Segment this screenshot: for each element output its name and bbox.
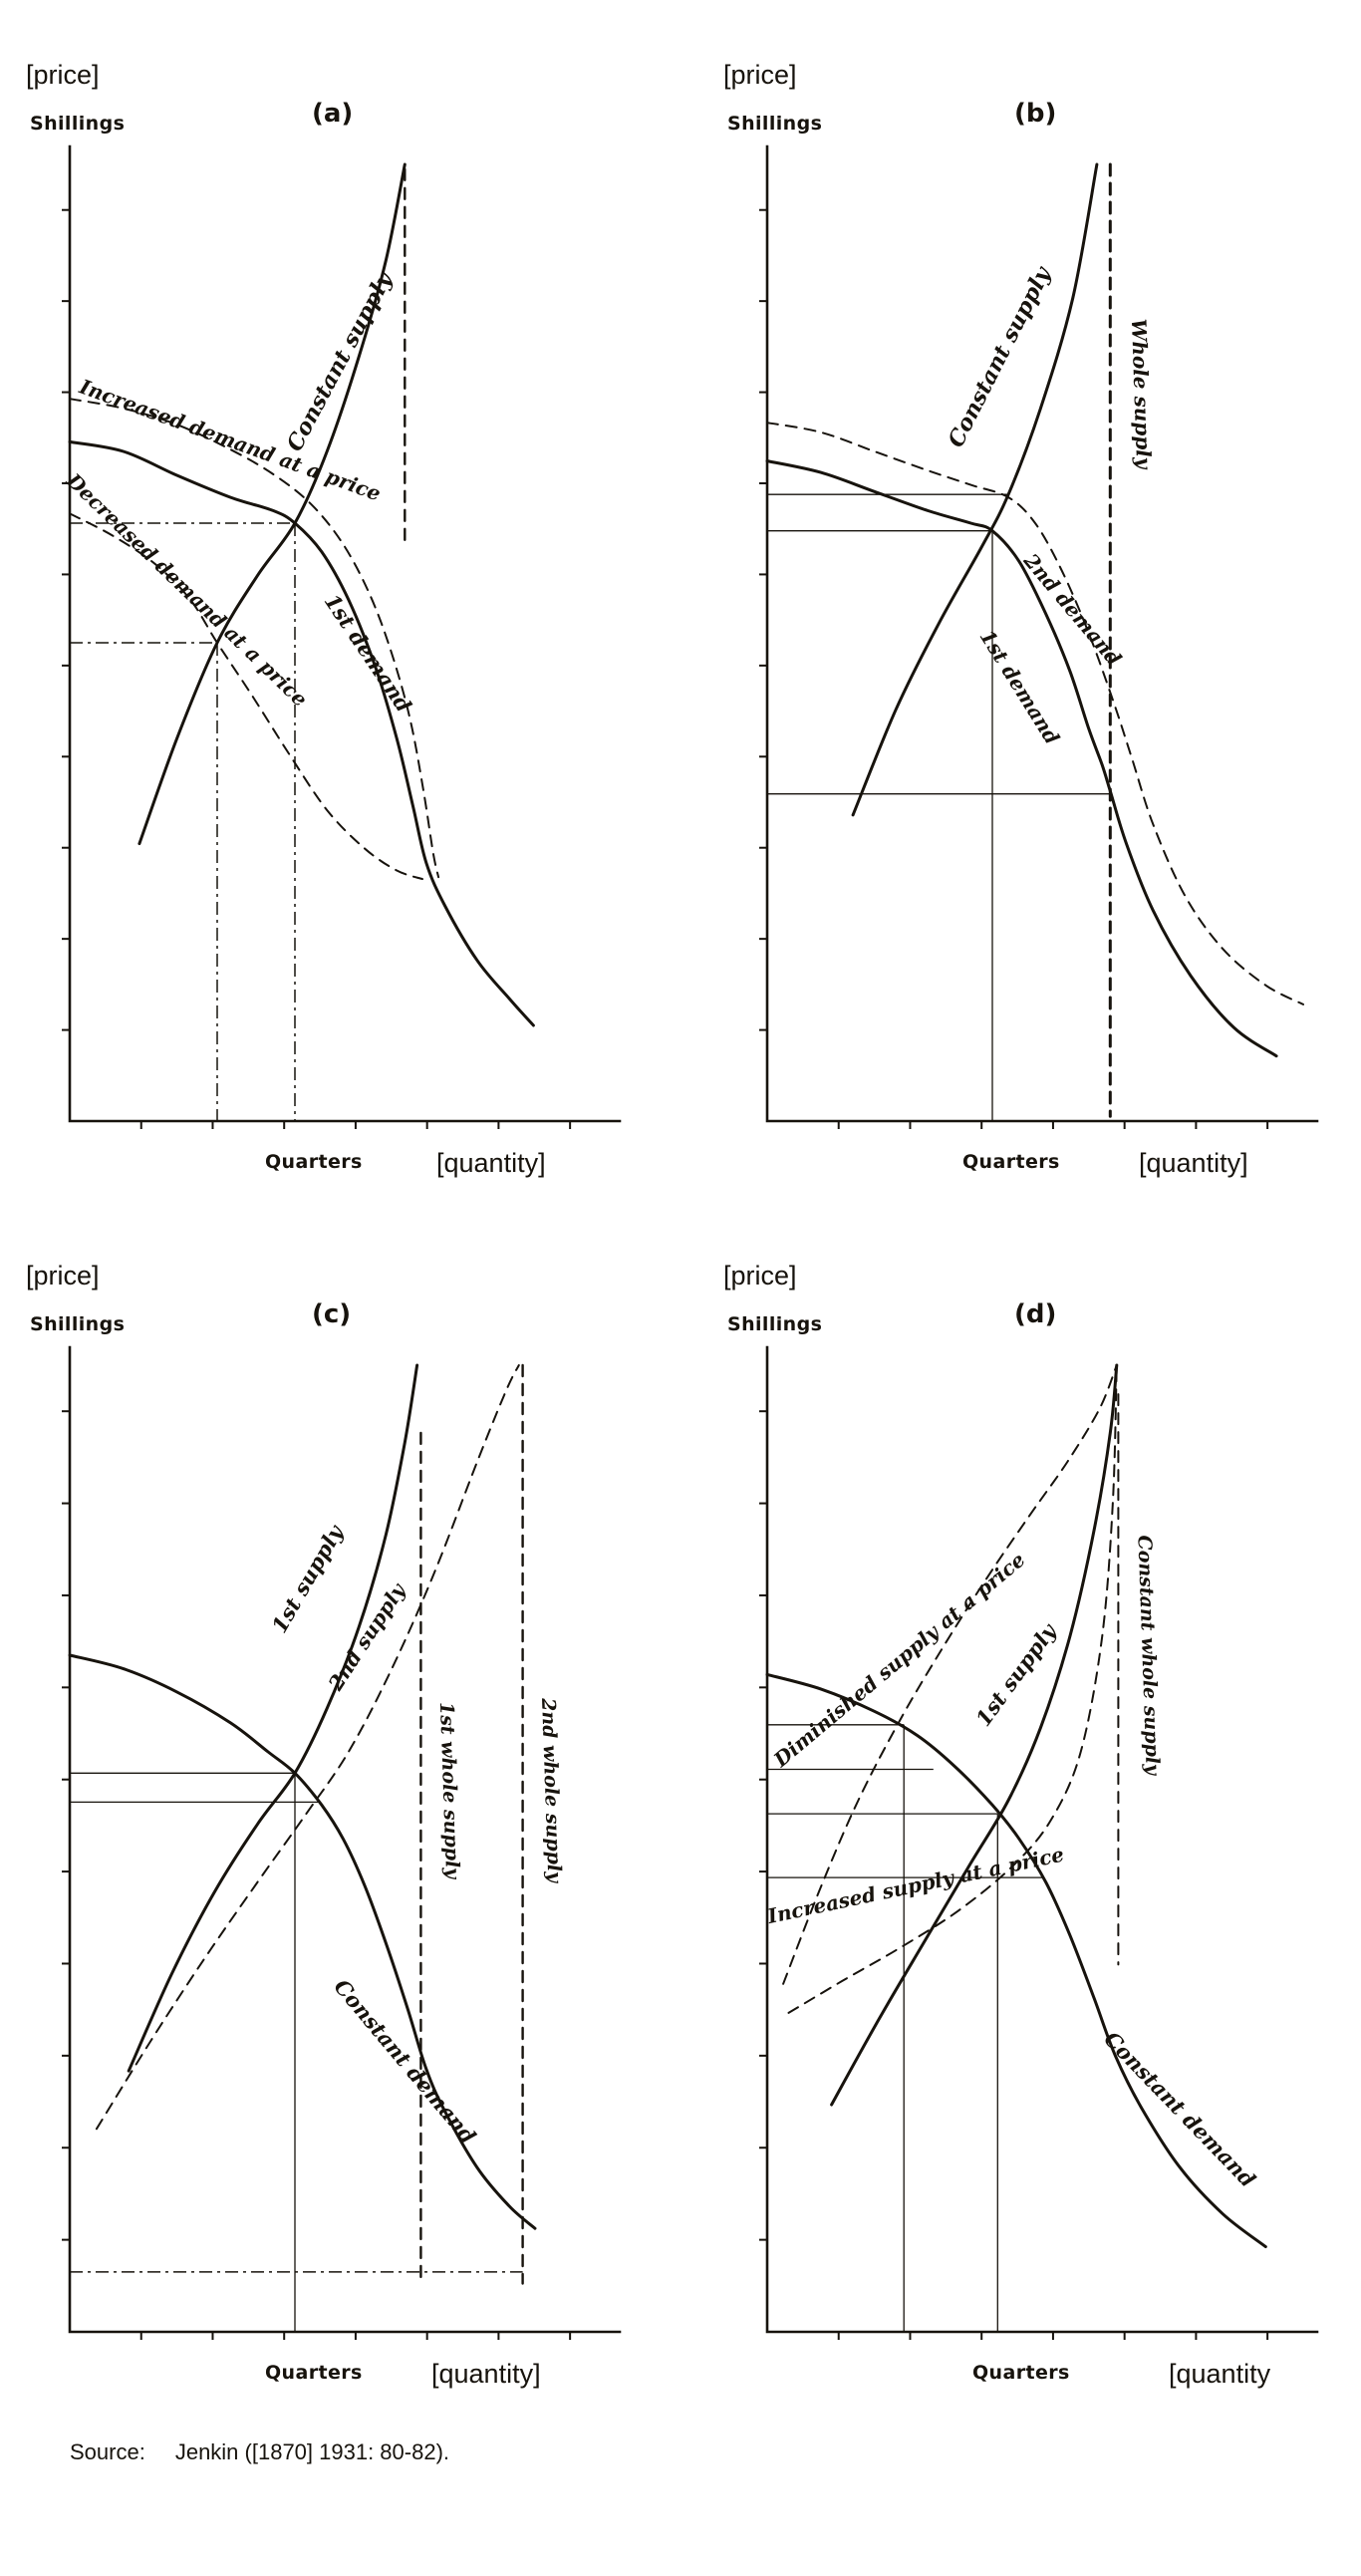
- panel-letter: (a): [312, 99, 353, 129]
- quantity-axis-label: [quantity]: [431, 2359, 541, 2389]
- constant-supply-label: Constant supply: [282, 266, 399, 455]
- 2nd-supply-label: 2nd supply: [323, 1578, 410, 1696]
- axes: [68, 144, 622, 1123]
- panel-c: 1st supply 2nd supply 1st whole supply 2nd …: [18, 1231, 646, 2427]
- quarters-label: Quarters: [972, 2362, 1070, 2384]
- constant-supply-label: Constant supply: [943, 261, 1057, 451]
- panel-letter: (c): [312, 1299, 351, 1329]
- constant-whole-supply-label: Constant whole supply: [1133, 1535, 1163, 1777]
- curve-2nd-supply: [95, 1364, 520, 2131]
- panel-b: Constant supply Whole supply 2nd demand 1st…: [715, 30, 1343, 1206]
- axes: [765, 144, 1319, 1123]
- shillings-label: Shillings: [30, 113, 125, 135]
- axes: [765, 1345, 1319, 2334]
- curve-increased-demand-at-a-price: [69, 398, 440, 879]
- 1st-whole-supply-label: 1st whole supply: [435, 1702, 463, 1881]
- decreased-demand-at-a-price-label: Decreased demand at a price: [62, 467, 313, 711]
- quantity-axis-label: [quantity: [1169, 2359, 1271, 2389]
- curve-1st-demand: [765, 459, 1278, 1058]
- 1st-demand-label: 1st demand: [975, 625, 1065, 748]
- curve-diminished-supply-at-a-price: [782, 1364, 1118, 1985]
- 1st-demand-label: 1st demand: [320, 589, 417, 716]
- quarters-label: Quarters: [962, 1151, 1060, 1173]
- curve-1st-supply: [830, 1363, 1119, 2107]
- increased-demand-at-a-price-label: Increased demand at a price: [76, 374, 385, 505]
- curve-constant-supply: [851, 162, 1099, 817]
- curve-2nd-demand: [766, 422, 1304, 1005]
- source-note: Source: Jenkin ([1870] 1931: 80-82).: [70, 2439, 449, 2465]
- curve-decreased-demand-at-a-price: [69, 512, 423, 881]
- panel-letter: (b): [1014, 99, 1056, 129]
- curve-constant-supply: [137, 162, 407, 846]
- panel-d: Diminished supply at a price 1st supply In…: [715, 1231, 1343, 2427]
- price-axis-label: [price]: [723, 1261, 797, 1290]
- shillings-label: Shillings: [727, 1313, 822, 1335]
- diminished-supply-at-a-price-label: Diminished supply at a price: [768, 1548, 1029, 1773]
- price-axis-label: [price]: [723, 60, 797, 90]
- chart-panel-a: Constant supply 1st demand Increased deman…: [26, 60, 622, 1178]
- curve-1st-supply: [127, 1363, 419, 2073]
- quantity-axis-label: [quantity]: [1139, 1148, 1248, 1178]
- source-label: Source:: [70, 2439, 145, 2464]
- curve-1st-demand: [68, 439, 535, 1027]
- 1st-supply-label: 1st supply: [970, 1617, 1062, 1730]
- quarters-label: Quarters: [265, 1151, 363, 1173]
- increased-supply-at-a-price-label: Increased supply at a price: [764, 1843, 1066, 1929]
- quarters-label: Quarters: [265, 2362, 363, 2384]
- curve-constant-demand: [765, 1672, 1267, 2249]
- quantity-axis-label: [quantity]: [436, 1148, 546, 1178]
- 2nd-whole-supply-label: 2nd whole supply: [537, 1697, 566, 1885]
- whole-supply-label: Whole supply: [1127, 318, 1156, 470]
- curve-increased-supply-at-a-price: [787, 1364, 1118, 2014]
- panel-a: Constant supply 1st demand Increased deman…: [18, 30, 646, 1206]
- price-axis-label: [price]: [26, 60, 100, 90]
- axes: [68, 1345, 622, 2334]
- curve-constant-demand: [68, 1653, 537, 2230]
- price-axis-label: [price]: [26, 1261, 100, 1290]
- shillings-label: Shillings: [727, 113, 822, 135]
- plot-area: Constant supply 1st demand Increased deman…: [62, 144, 622, 1129]
- source-citation: Jenkin ([1870] 1931: 80-82).: [174, 2439, 450, 2464]
- 1st-supply-label: 1st supply: [266, 1520, 349, 1637]
- shillings-label: Shillings: [30, 1313, 125, 1335]
- panel-letter: (d): [1014, 1299, 1056, 1329]
